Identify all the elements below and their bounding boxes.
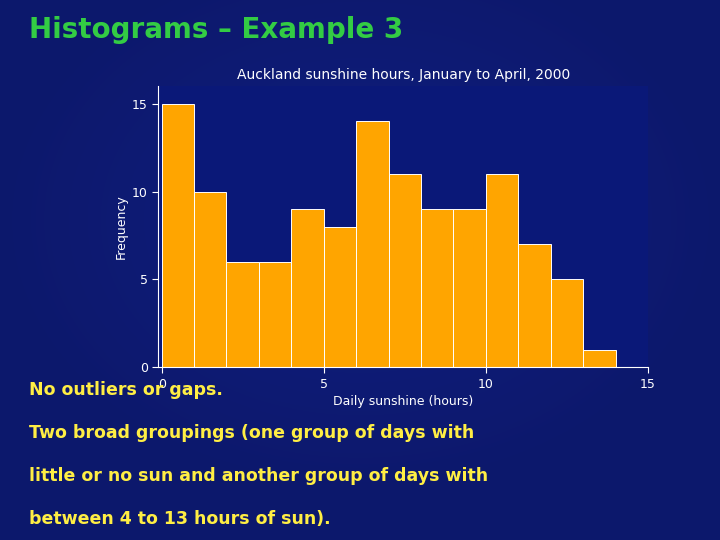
Text: No outliers or gaps.: No outliers or gaps. <box>29 381 222 399</box>
X-axis label: Daily sunshine (hours): Daily sunshine (hours) <box>333 395 473 408</box>
Bar <box>292 209 324 367</box>
Bar <box>356 122 389 367</box>
Bar <box>324 227 356 367</box>
Text: Histograms – Example 3: Histograms – Example 3 <box>29 16 403 44</box>
Bar <box>454 209 486 367</box>
Text: between 4 to 13 hours of sun).: between 4 to 13 hours of sun). <box>29 510 330 528</box>
Title: Auckland sunshine hours, January to April, 2000: Auckland sunshine hours, January to Apri… <box>237 69 570 83</box>
Text: little or no sun and another group of days with: little or no sun and another group of da… <box>29 467 488 485</box>
Bar <box>259 262 292 367</box>
Y-axis label: Frequency: Frequency <box>115 194 128 259</box>
Bar <box>421 209 454 367</box>
Bar <box>389 174 421 367</box>
Bar <box>583 350 616 367</box>
Bar <box>227 262 259 367</box>
Text: Two broad groupings (one group of days with: Two broad groupings (one group of days w… <box>29 424 474 442</box>
Bar <box>162 104 194 367</box>
Bar <box>486 174 518 367</box>
Bar <box>194 192 227 367</box>
Bar <box>518 244 551 367</box>
Bar <box>551 280 583 367</box>
